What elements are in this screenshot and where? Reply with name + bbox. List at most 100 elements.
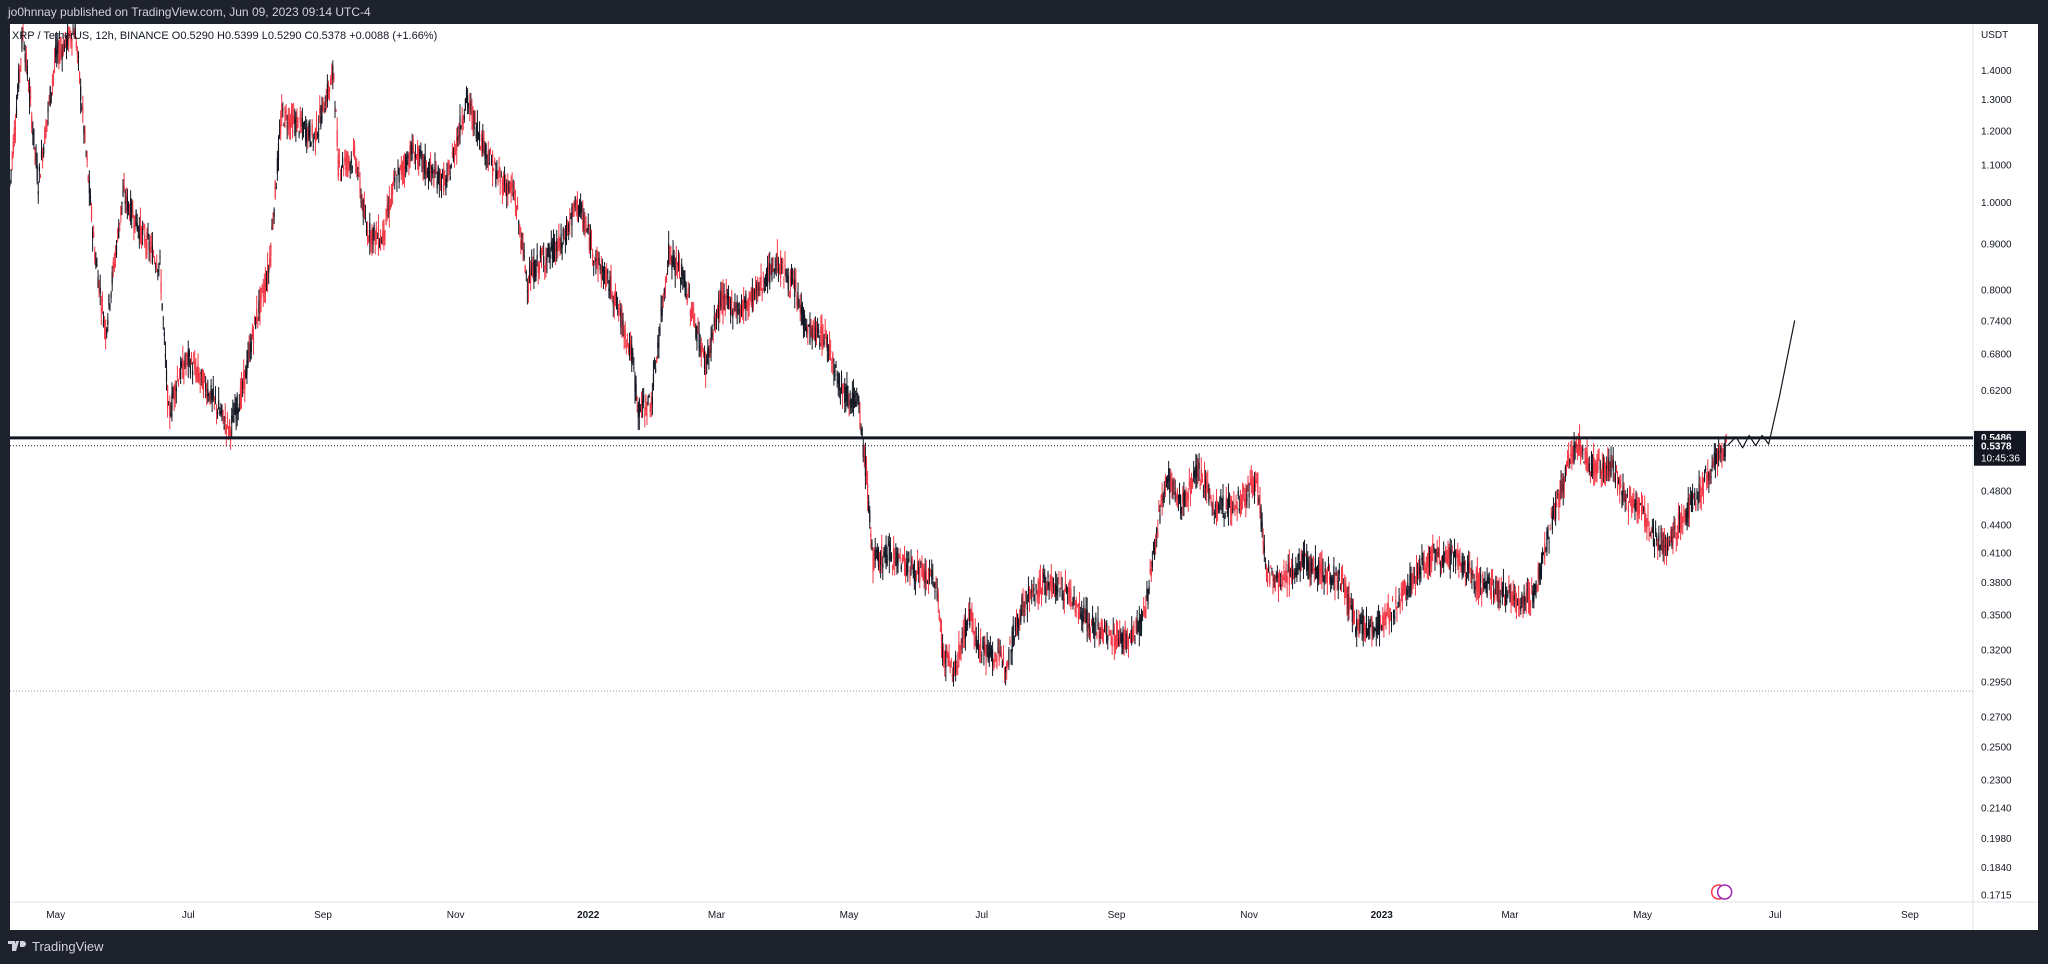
candle-body	[1421, 557, 1423, 560]
candle-body	[30, 96, 32, 98]
candle-body	[125, 192, 127, 204]
candle-body	[505, 184, 507, 194]
candle-body	[1408, 589, 1410, 591]
candle-body	[1465, 578, 1468, 581]
candle-body	[13, 127, 15, 141]
candle-body	[1648, 527, 1650, 532]
candle-body	[968, 609, 970, 611]
candle-body	[432, 167, 434, 174]
candle-body	[1657, 539, 1659, 550]
y-tick-label: 0.1840	[1981, 863, 2012, 874]
candle-body	[1528, 588, 1531, 607]
candle-body	[1336, 572, 1338, 583]
candle-body	[456, 137, 458, 152]
candle-body	[32, 130, 34, 136]
candle-body	[376, 237, 378, 239]
candle-body	[850, 399, 852, 409]
candle-body	[960, 643, 962, 649]
footer-brand[interactable]: TradingView	[32, 939, 104, 954]
candle-body	[1724, 436, 1726, 457]
candle-body	[1237, 491, 1239, 497]
chart-frame[interactable]: USDT 1.4000 1.3000 1.2000 1.1000 1.0000 0.9000…	[10, 24, 2038, 930]
candle-body	[847, 399, 849, 406]
candle-body	[775, 264, 777, 266]
tradingview-logo-icon[interactable]	[8, 939, 28, 953]
x-tick-label: Sep	[1108, 910, 1126, 921]
candle-body	[520, 240, 522, 249]
candle-body	[1697, 498, 1699, 506]
chart-svg[interactable]: USDT1.40001.30001.20001.10001.00000.9000…	[10, 24, 2038, 930]
candle-body	[88, 180, 90, 194]
candle-body	[664, 285, 667, 290]
candle-body	[55, 45, 57, 58]
candle-body	[1272, 573, 1274, 581]
candle-body	[532, 262, 534, 277]
candle-body	[1014, 618, 1017, 631]
candle-body	[1441, 557, 1444, 566]
candle-body	[184, 354, 186, 367]
candle-body	[1712, 461, 1714, 467]
candle-body	[274, 181, 276, 198]
candle-body	[1033, 587, 1035, 592]
candle-body	[347, 153, 349, 164]
candle-body	[1573, 441, 1575, 462]
candle-body	[839, 393, 842, 395]
candle-body	[1209, 494, 1211, 496]
candle-body	[530, 271, 532, 284]
candle-body	[1510, 592, 1512, 604]
candle-body	[711, 333, 713, 338]
candle-body	[1530, 602, 1532, 608]
candle-body	[1008, 649, 1010, 661]
candle-body	[1568, 454, 1570, 460]
candle-body	[844, 386, 846, 403]
candle-body	[415, 154, 418, 156]
candle-body	[1276, 573, 1278, 579]
candle-body	[288, 117, 290, 127]
candle-body	[120, 206, 122, 216]
candle-body	[785, 269, 787, 279]
candle-body	[1295, 568, 1297, 576]
candle-body	[377, 225, 380, 249]
candle-body	[728, 297, 731, 305]
candle-body	[164, 353, 167, 358]
candle-body	[1653, 542, 1656, 547]
candle-body	[811, 328, 813, 342]
candle-body	[605, 270, 607, 289]
candle-body	[1649, 534, 1651, 536]
candle-body	[1185, 495, 1187, 503]
candle-body	[731, 297, 733, 304]
candle-body	[828, 344, 831, 359]
candle-body	[171, 393, 173, 411]
candle-body	[489, 149, 492, 152]
candle-body	[515, 210, 518, 215]
candle-body	[175, 386, 177, 392]
candle-body	[1231, 500, 1233, 517]
candle-body	[83, 126, 85, 135]
candle-body	[118, 229, 120, 238]
candle-body	[142, 228, 144, 235]
candle-body	[1307, 560, 1309, 571]
candle-body	[789, 271, 792, 288]
candle-body	[77, 56, 80, 58]
candle-body	[537, 263, 539, 274]
candle-body	[64, 32, 67, 43]
candle-body	[937, 593, 939, 603]
candle-body	[706, 356, 708, 365]
candle-body	[167, 385, 169, 409]
candle-body	[42, 151, 44, 162]
candle-body	[370, 232, 372, 245]
candle-body	[33, 128, 35, 145]
candle-body	[540, 255, 543, 258]
candle-body	[1478, 570, 1481, 585]
candle-body	[1316, 566, 1319, 579]
candle-body	[130, 198, 132, 222]
candle-body	[310, 141, 312, 147]
candle-body	[903, 553, 906, 572]
candle-body	[39, 174, 42, 179]
y-tick-label: 1.1000	[1981, 161, 2012, 172]
candle-body	[427, 166, 430, 177]
candle-body	[61, 50, 63, 59]
candle-body	[1700, 495, 1702, 499]
candle-body	[1428, 549, 1431, 566]
candle-body	[1165, 479, 1168, 482]
